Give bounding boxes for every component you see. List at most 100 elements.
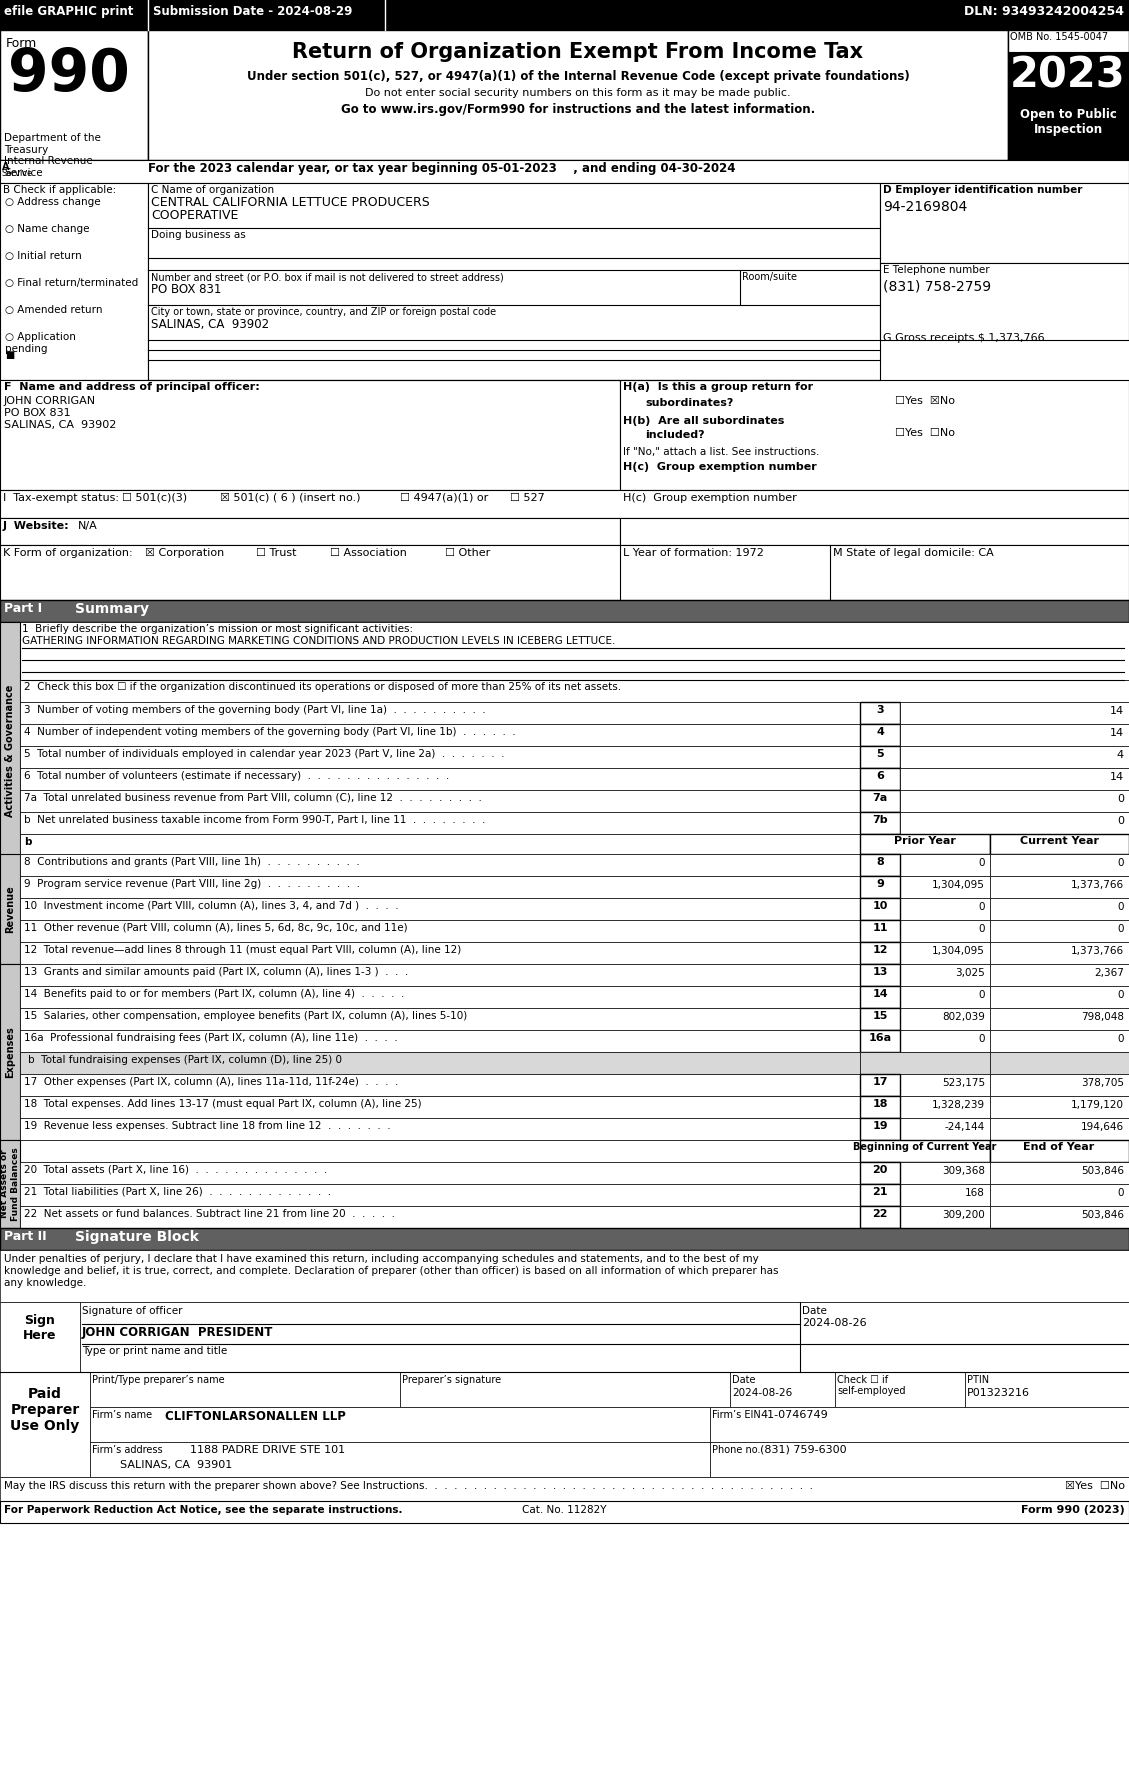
Text: ○ Name change: ○ Name change	[5, 224, 89, 235]
Bar	[860, 964, 990, 985]
Text: 20  Total assets (Part X, line 16)  .  .  .  .  .  .  .  .  .  .  .  .  .  .: 20 Total assets (Part X, line 16) . . . …	[24, 1166, 327, 1174]
Text: 990: 990	[8, 46, 130, 102]
Bar	[900, 724, 1129, 745]
Text: 11: 11	[873, 924, 887, 932]
Text: 14: 14	[1110, 706, 1124, 715]
Text: Signature Block: Signature Block	[75, 1229, 199, 1243]
Text: ■: ■	[5, 350, 15, 360]
Text: 3,025: 3,025	[955, 968, 984, 978]
Bar	[620, 517, 1129, 546]
Text: 94-2169804: 94-2169804	[883, 200, 968, 214]
Bar	[860, 985, 990, 1008]
Text: ☐ 4947(a)(1) or: ☐ 4947(a)(1) or	[400, 493, 488, 503]
Text: DLN: 93493242004254: DLN: 93493242004254	[964, 5, 1124, 18]
Text: 17  Other expenses (Part IX, column (A), lines 11a-11d, 11f-24e)  .  .  .  .: 17 Other expenses (Part IX, column (A), …	[24, 1077, 399, 1088]
Bar	[990, 1053, 1129, 1074]
Text: Firm’s EIN: Firm’s EIN	[712, 1409, 761, 1420]
Text: 10  Investment income (Part VIII, column (A), lines 3, 4, and 7d )  .  .  .  .: 10 Investment income (Part VIII, column …	[24, 901, 399, 911]
Text: 9: 9	[876, 879, 884, 888]
Text: 1188 PADRE DRIVE STE 101: 1188 PADRE DRIVE STE 101	[190, 1445, 345, 1455]
Text: H(b)  Are all subordinates: H(b) Are all subordinates	[623, 417, 785, 426]
Bar	[1008, 104, 1129, 161]
Bar	[860, 834, 1129, 855]
Text: K Form of organization:: K Form of organization:	[3, 547, 132, 558]
Text: 1,304,095: 1,304,095	[933, 879, 984, 890]
Text: 2,367: 2,367	[1094, 968, 1124, 978]
Bar	[860, 1118, 900, 1141]
Bar	[990, 1162, 1129, 1183]
Text: 8  Contributions and grants (Part VIII, line 1h)  .  .  .  .  .  .  .  .  .  .: 8 Contributions and grants (Part VIII, l…	[24, 857, 360, 867]
Text: End of Year: End of Year	[1023, 1143, 1095, 1151]
Text: ○ Initial return: ○ Initial return	[5, 251, 81, 261]
Text: ○ Amended return: ○ Amended return	[5, 306, 103, 314]
Bar	[860, 941, 990, 964]
Text: 21: 21	[873, 1187, 887, 1197]
Text: P01323216: P01323216	[968, 1388, 1030, 1399]
Text: Revenue: Revenue	[5, 885, 15, 932]
Bar	[0, 1250, 1129, 1302]
Text: 41-0746749: 41-0746749	[760, 1409, 828, 1420]
Text: If "No," attach a list. See instructions.: If "No," attach a list. See instructions…	[623, 447, 820, 457]
Text: Service: Service	[2, 170, 33, 178]
Text: Go to www.irs.gov/Form990 for instructions and the latest information.: Go to www.irs.gov/Form990 for instructio…	[341, 102, 815, 117]
Text: Firm’s address: Firm’s address	[91, 1445, 163, 1455]
Bar	[20, 703, 860, 724]
Text: Print/Type preparer’s name: Print/Type preparer’s name	[91, 1376, 225, 1385]
Text: 1,304,095: 1,304,095	[933, 947, 984, 955]
Text: Summary: Summary	[75, 602, 149, 616]
Bar	[0, 161, 1129, 184]
Bar	[990, 964, 1129, 985]
Text: Firm’s name: Firm’s name	[91, 1409, 152, 1420]
Text: Type or print name and title: Type or print name and title	[82, 1346, 227, 1356]
Bar	[860, 1162, 900, 1183]
Text: 0: 0	[1118, 858, 1124, 869]
Text: 19  Revenue less expenses. Subtract line 18 from line 12  .  .  .  .  .  .  .: 19 Revenue less expenses. Subtract line …	[24, 1121, 391, 1130]
Text: 168: 168	[965, 1189, 984, 1197]
Bar	[990, 920, 1129, 941]
Bar	[90, 1408, 710, 1443]
Bar	[860, 1030, 900, 1053]
Text: 13  Grants and similar amounts paid (Part IX, column (A), lines 1-3 )  .  .  .: 13 Grants and similar amounts paid (Part…	[24, 968, 409, 977]
Text: 6: 6	[876, 772, 884, 781]
Bar	[20, 920, 860, 941]
Text: knowledge and belief, it is true, correct, and complete. Declaration of preparer: knowledge and belief, it is true, correc…	[5, 1266, 779, 1277]
Text: 309,368: 309,368	[942, 1166, 984, 1176]
Bar	[20, 834, 860, 855]
Text: Prior Year: Prior Year	[894, 835, 956, 846]
Text: 0: 0	[979, 924, 984, 934]
Bar	[20, 1118, 860, 1141]
Text: 16a  Professional fundraising fees (Part IX, column (A), line 11e)  .  .  .  .: 16a Professional fundraising fees (Part …	[24, 1033, 397, 1044]
Bar	[860, 876, 990, 897]
Text: GATHERING INFORMATION REGARDING MARKETING CONDITIONS AND PRODUCTION LEVELS IN IC: GATHERING INFORMATION REGARDING MARKETIN…	[21, 636, 615, 646]
Text: 20: 20	[873, 1166, 887, 1174]
Text: D Employer identification number: D Employer identification number	[883, 185, 1083, 194]
Text: 14: 14	[1110, 728, 1124, 738]
Bar	[860, 812, 900, 834]
Bar	[879, 184, 1129, 263]
Bar	[0, 30, 148, 161]
Text: 0: 0	[979, 1035, 984, 1044]
Bar	[20, 876, 860, 897]
Bar	[900, 789, 1129, 812]
Text: E Telephone number: E Telephone number	[883, 265, 990, 275]
Bar	[20, 1030, 860, 1053]
Text: 1,373,766: 1,373,766	[1071, 879, 1124, 890]
Text: 16a: 16a	[868, 1033, 892, 1044]
Text: OMB No. 1545-0047: OMB No. 1545-0047	[1010, 32, 1109, 42]
Text: 12: 12	[873, 945, 887, 955]
Bar	[80, 1302, 1129, 1372]
Text: 3: 3	[876, 705, 884, 715]
Bar	[20, 1183, 860, 1206]
Bar	[20, 964, 860, 985]
Text: Beginning of Current Year: Beginning of Current Year	[854, 1143, 997, 1151]
Text: 14: 14	[873, 989, 887, 1000]
Text: efile GRAPHIC print: efile GRAPHIC print	[5, 5, 133, 18]
Text: Paid
Preparer
Use Only: Paid Preparer Use Only	[10, 1386, 80, 1434]
Text: Return of Organization Exempt From Income Tax: Return of Organization Exempt From Incom…	[292, 42, 864, 62]
Bar	[620, 380, 1129, 489]
Text: Sign
Here: Sign Here	[24, 1314, 56, 1342]
Text: JOHN CORRIGAN: JOHN CORRIGAN	[5, 396, 96, 406]
Bar	[860, 1053, 990, 1074]
Bar	[860, 941, 900, 964]
Bar	[0, 184, 148, 380]
